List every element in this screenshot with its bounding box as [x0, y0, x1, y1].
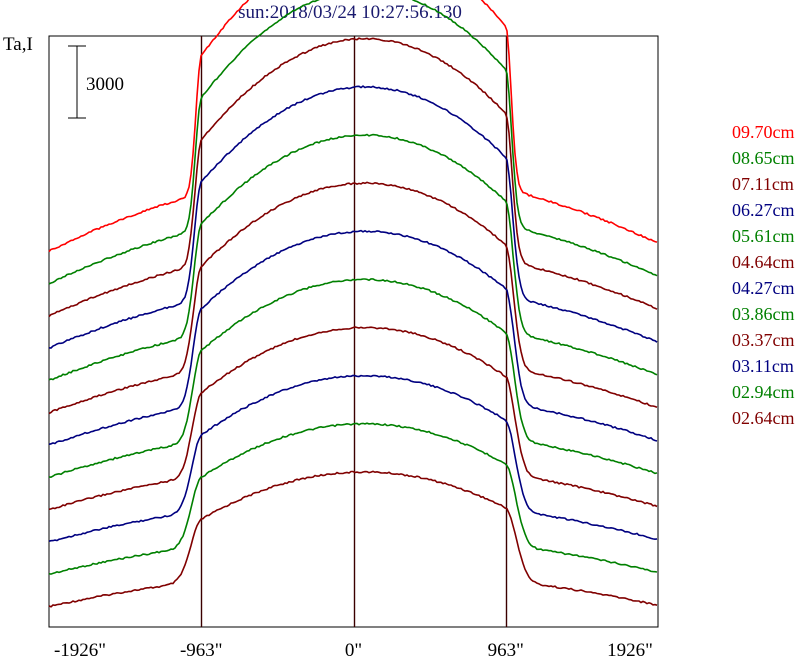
legend-item: 09.70cm	[732, 122, 795, 142]
x-tick-label: 1926"	[607, 640, 653, 661]
x-tick-label: 963"	[488, 640, 524, 661]
series-line-03.11cm	[48, 374, 658, 542]
series-line-02.64cm	[48, 470, 658, 608]
legend-item: 02.94cm	[732, 382, 795, 402]
series-line-05.61cm	[48, 133, 658, 381]
legend-item: 03.11cm	[732, 356, 794, 376]
legend-item: 05.61cm	[732, 226, 795, 246]
x-tick-label: 0"	[345, 640, 362, 661]
series-line-04.64cm	[48, 181, 658, 415]
series-line-03.86cm	[48, 278, 658, 479]
legend: 09.70cm 08.65cm 07.11cm 06.27cm 05.61cm 04.64…	[732, 119, 795, 431]
limb-markers	[200, 36, 508, 627]
series-line-07.11cm	[48, 37, 658, 318]
legend-item: 04.64cm	[732, 252, 795, 272]
series-lines	[48, 0, 658, 608]
x-tick-labels: -1926" -963" 0" 963" 1926"	[54, 640, 653, 661]
legend-item: 06.27cm	[732, 200, 795, 220]
legend-item: 02.64cm	[732, 408, 795, 428]
legend-item: 03.37cm	[732, 330, 795, 350]
series-line-02.94cm	[48, 422, 658, 575]
x-tick-label: -963"	[180, 640, 223, 661]
series-line-06.27cm	[48, 85, 658, 349]
scale-bar: 3000	[68, 45, 124, 119]
series-line-09.70cm	[48, 0, 658, 253]
chart-title: sun:2018/03/24 10:27:56.130	[238, 2, 462, 23]
legend-item: 08.65cm	[732, 148, 795, 168]
legend-item: 07.11cm	[732, 174, 794, 194]
scale-bar-label: 3000	[86, 74, 124, 95]
y-axis-label: Ta,I	[3, 34, 33, 55]
legend-item: 04.27cm	[732, 278, 795, 298]
series-line-08.65cm	[48, 0, 658, 285]
legend-item: 03.86cm	[732, 304, 795, 324]
series-line-03.37cm	[48, 326, 658, 511]
x-tick-label: -1926"	[54, 640, 106, 661]
plot-frame	[48, 35, 659, 628]
series-line-04.27cm	[48, 229, 658, 446]
